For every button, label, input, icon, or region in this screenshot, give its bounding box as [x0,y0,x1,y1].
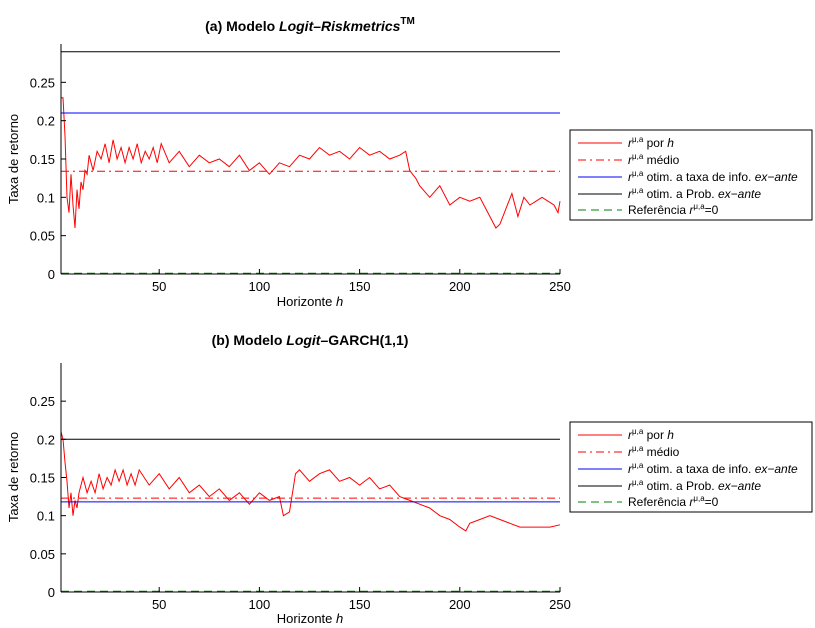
chart-b-plot-layer [60,431,561,592]
chart-a-y-tick-label: 0.2 [37,114,55,129]
chart-a-legend: rμ,a por h rμ,a médio rμ,a otim. a taxa … [569,129,813,221]
chart-b-legend-item-ref: Referência rμ,a=0 [578,494,719,509]
chart-b-legend-text-info: rμ,a otim. a taxa de info. ex−ante [628,461,798,476]
chart-b-y-tick-label: 0.15 [30,471,55,486]
chart-b-legend-item-prob: rμ,a otim. a Prob. ex−ante [578,478,761,493]
chart-a-legend-text-por-h: rμ,a por h [628,135,674,150]
chart-a-legend-text-medio: rμ,a médio [628,152,680,167]
chart-a-legend-item-info: rμ,a otim. a taxa de info. ex−ante [578,169,798,184]
chart-a-y-tick-label: 0.25 [30,75,55,90]
chart-a-x-tick-label: 100 [249,279,271,294]
chart-b-legend-text-prob: rμ,a otim. a Prob. ex−ante [628,478,761,493]
chart-b-x-tick-label: 100 [249,597,271,612]
chart-a-y-tick-label: 0.15 [30,152,55,167]
chart-a-x-tick-label: 200 [449,279,471,294]
chart-a-legend-item-por-h: rμ,a por h [578,135,674,150]
chart-a-x-label: Horizonte h [277,294,344,309]
chart-a-legend-item-medio: rμ,a médio [578,152,680,167]
chart-a-x-tick-label: 50 [152,279,166,294]
chart-a-legend-text-info: rμ,a otim. a taxa de info. ex−ante [628,169,798,184]
chart-b-y-tick-label: 0.25 [30,394,55,409]
chart-a-y-tick-label: 0.1 [37,190,55,205]
chart-a-title: (a) Modelo Logit–RiskmetricsTM [205,16,415,34]
chart-a-y-label: Taxa de retorno [6,114,21,204]
chart-b-legend-text-medio: rμ,a médio [628,444,680,459]
chart-b-legend-item-info: rμ,a otim. a taxa de info. ex−ante [578,461,798,476]
chart-b-series-por-h [60,431,561,532]
chart-a-legend-box [569,129,813,221]
chart-b-title: (b) Modelo Logit–GARCH(1,1) [212,332,409,348]
chart-b-legend-text-por-h: rμ,a por h [628,427,674,442]
chart-a-x-tick-label: 150 [349,279,371,294]
chart-b-x-tick-label: 150 [349,597,371,612]
chart-a-x-tick-label: 250 [549,279,571,294]
chart-a-ticks: 50 100 150 200 250 0 0.05 0.1 0.15 0.2 0.25 [30,75,571,294]
chart-b-y-tick-label: 0.05 [30,547,55,562]
chart-b-legend-box [569,421,813,513]
chart-a-legend-text-prob: rμ,a otim. a Prob. ex−ante [628,186,761,201]
chart-b-x-tick-label: 200 [449,597,471,612]
chart-a: (a) Modelo Logit–RiskmetricsTM 50 100 150 2… [6,16,813,309]
chart-a-legend-item-prob: rμ,a otim. a Prob. ex−ante [578,186,761,201]
chart-a-legend-text-ref: Referência rμ,a=0 [628,202,719,217]
chart-a-y-tick-label: 0 [48,267,55,282]
chart-a-series-por-h [61,97,561,229]
chart-b-legend-text-ref: Referência rμ,a=0 [628,494,719,509]
chart-b-legend: rμ,a por h rμ,a médio rμ,a otim. a taxa … [569,421,813,513]
chart-b-x-tick-label: 250 [549,597,571,612]
chart-b-x-label: Horizonte h [277,611,344,626]
chart-a-legend-item-ref: Referência rμ,a=0 [578,202,719,217]
chart-b-ticks: 50 100 150 200 250 0 0.05 0.1 0.15 0.2 0.25 [30,394,571,612]
chart-a-y-tick-label: 0.05 [30,229,55,244]
chart-b: (b) Modelo Logit–GARCH(1,1) 50 100 150 200 2… [6,332,813,626]
chart-b-legend-item-por-h: rμ,a por h [578,427,674,442]
chart-b-y-tick-label: 0.1 [37,509,55,524]
chart-a-plot-layer [61,51,561,274]
chart-b-legend-item-medio: rμ,a médio [578,444,680,459]
chart-b-x-tick-label: 50 [152,597,166,612]
chart-b-y-label: Taxa de retorno [6,432,21,522]
chart-b-y-tick-label: 0.2 [37,432,55,447]
chart-b-y-tick-label: 0 [48,585,55,600]
